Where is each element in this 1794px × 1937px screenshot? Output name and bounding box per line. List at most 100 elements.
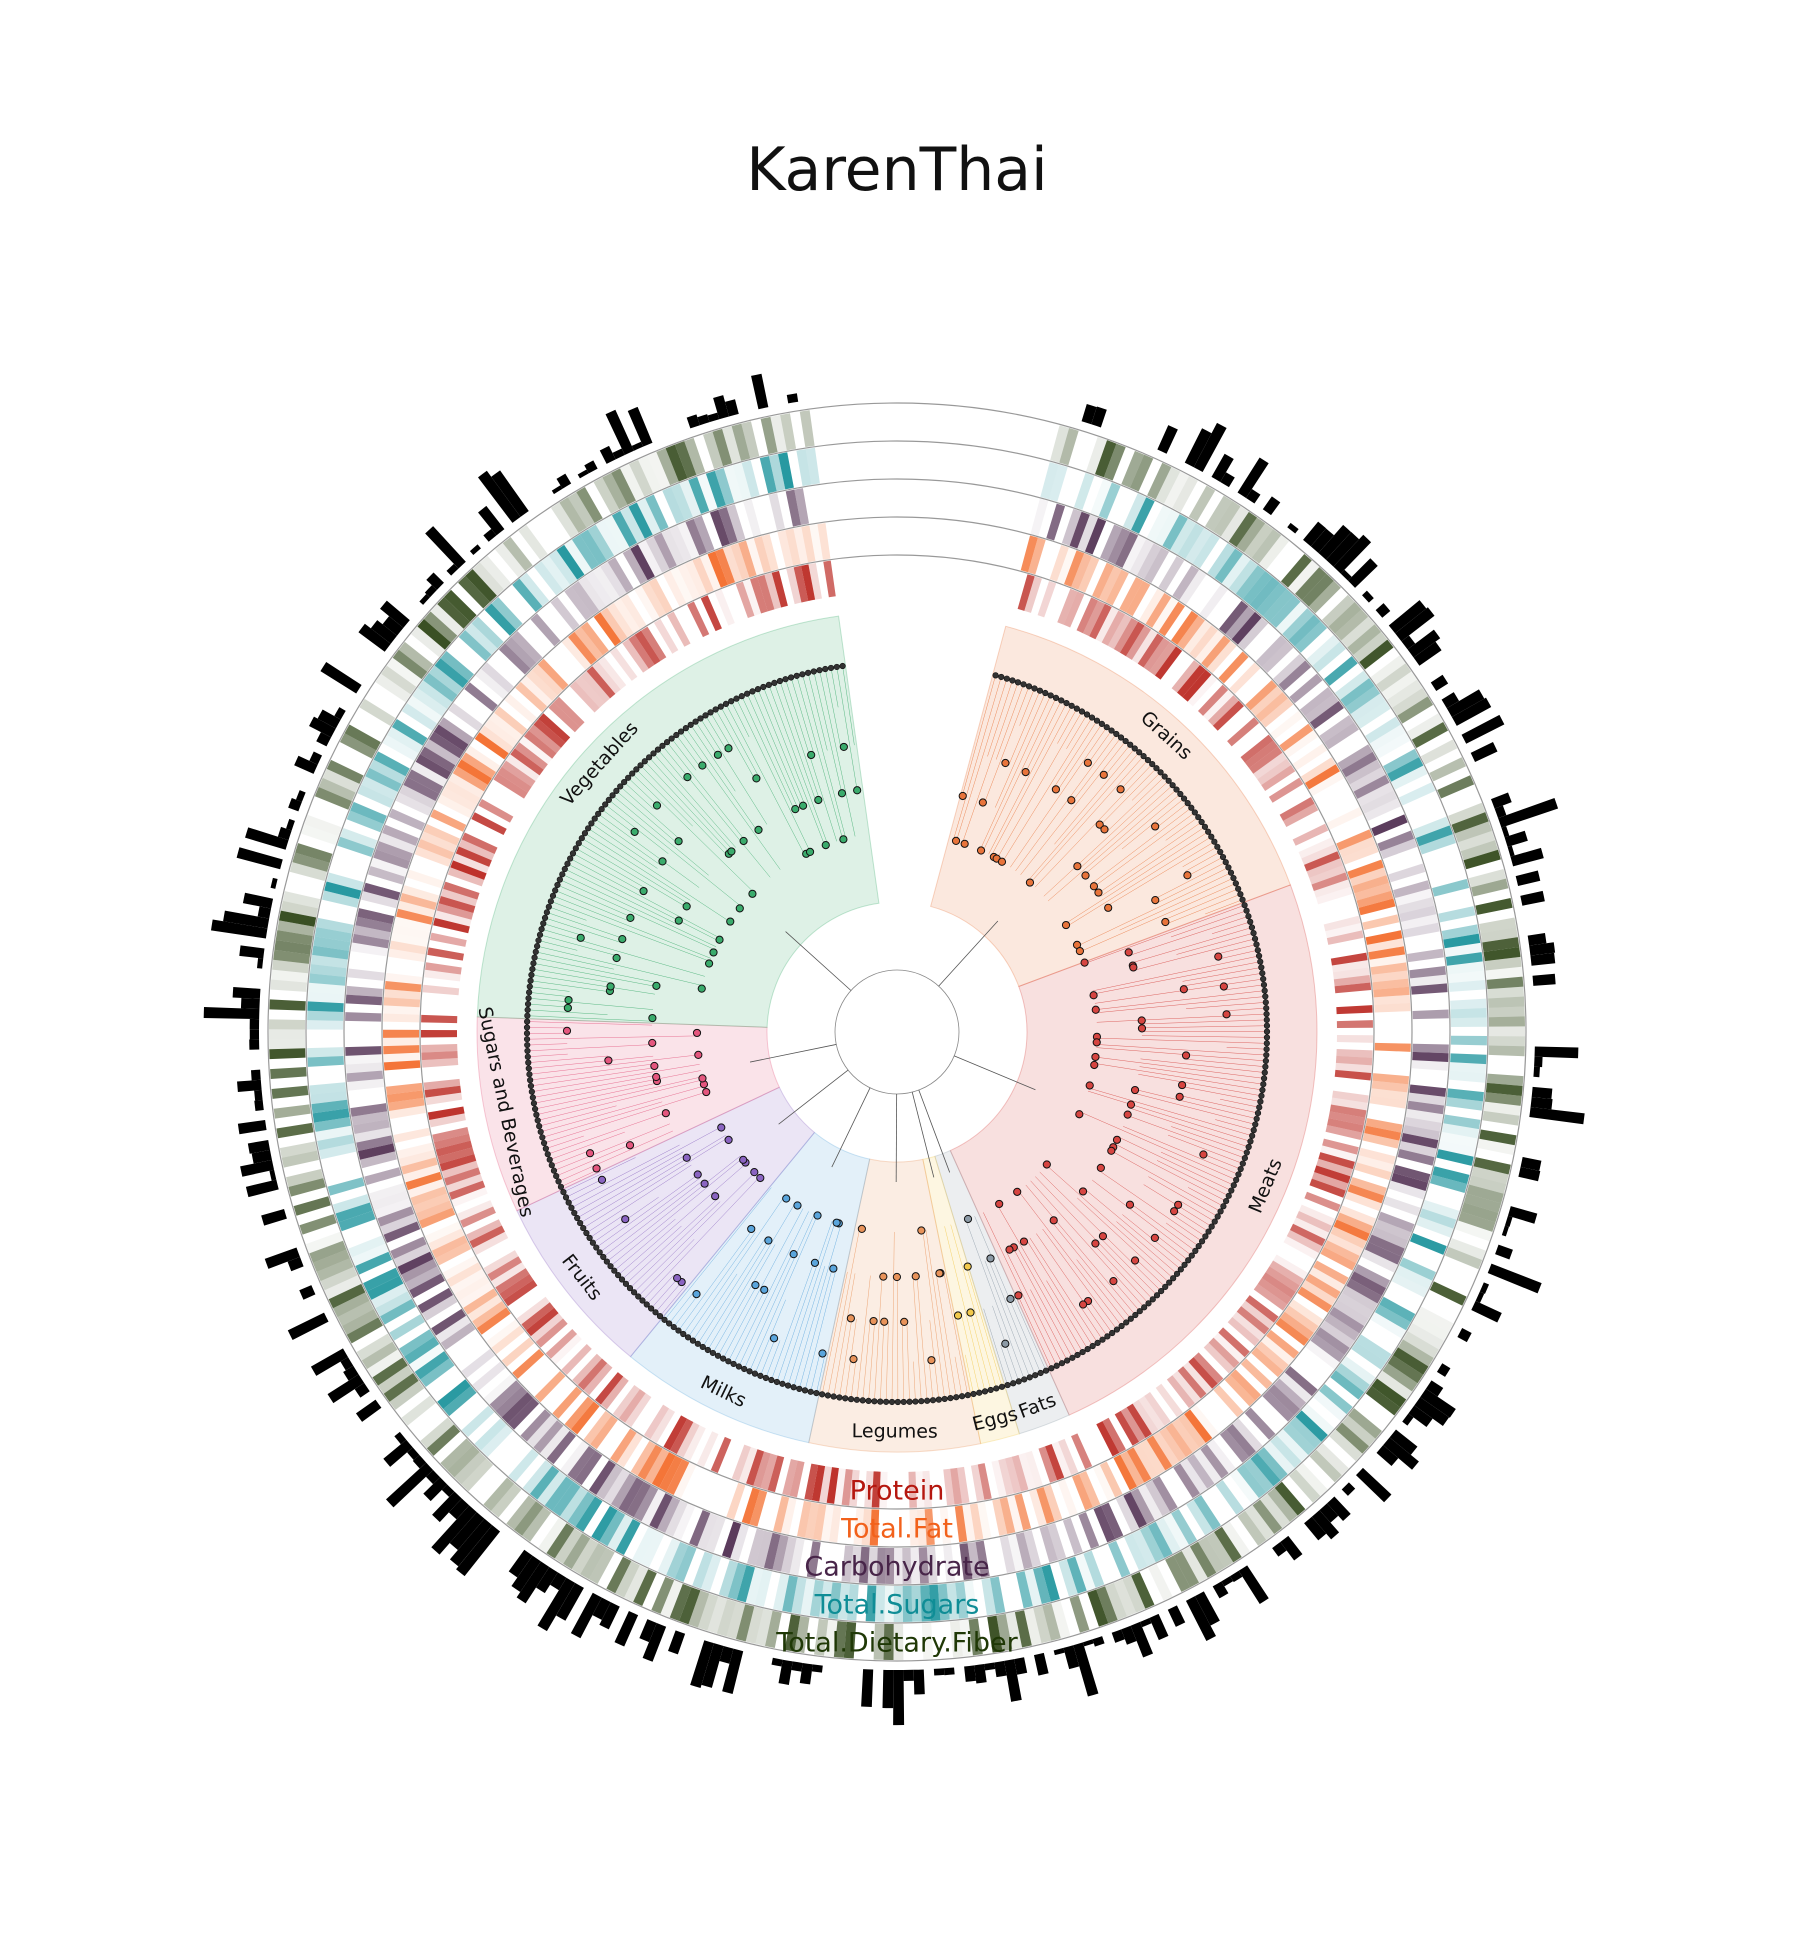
heat-cell-total-fat: [484, 719, 518, 748]
leaf-branch: [796, 675, 844, 840]
heat-cell-protein: [1329, 1104, 1367, 1118]
leaf-node: [1233, 1176, 1240, 1183]
leaf-node: [1153, 765, 1160, 772]
heat-cell-total-dietary-fiber: [722, 426, 742, 464]
heat-cell-total-sugars: [1154, 509, 1180, 546]
tree-node: [1129, 963, 1138, 972]
heat-cell-total-sugars: [1447, 961, 1484, 975]
heat-cell-total-dietary-fiber: [1463, 1193, 1502, 1213]
leaf-node: [1208, 1223, 1215, 1230]
outer-bar: [1530, 952, 1556, 966]
leaf-branch: [1057, 708, 1078, 744]
leaf-branch: [550, 901, 710, 962]
tree-node: [760, 1285, 769, 1294]
heat-cell-total-dietary-fiber: [309, 1240, 347, 1263]
heat-cell-total-dietary-fiber: [316, 1258, 354, 1282]
heat-cell-total-fat: [1358, 1147, 1396, 1165]
heat-cell-protein: [421, 1014, 458, 1024]
leaf-branch: [564, 868, 678, 925]
leaf-node: [730, 1360, 737, 1368]
heat-cell-total-dietary-fiber: [571, 1538, 599, 1575]
heat-cell-total-sugars: [946, 1582, 960, 1620]
heat-cell-carbohydrate: [355, 916, 393, 933]
outer-bar: [223, 910, 270, 929]
heat-cell-total-dietary-fiber: [1251, 529, 1282, 564]
heat-cell-protein: [643, 1404, 670, 1440]
tree-node: [1150, 1233, 1159, 1242]
heat-cell-total-fat: [425, 1221, 462, 1244]
leaf-branch: [1098, 1170, 1203, 1242]
outer-bar: [1311, 1510, 1340, 1540]
heat-cell-protein: [1114, 1410, 1140, 1446]
heat-cell-total-dietary-fiber: [760, 416, 778, 455]
leaf-node: [536, 1123, 543, 1130]
heat-cell-total-sugars: [1083, 1550, 1105, 1588]
heat-cell-protein: [471, 812, 507, 836]
heat-cell-carbohydrate: [574, 1450, 603, 1486]
leaf-node: [548, 1162, 555, 1169]
leaf-branch: [528, 1055, 654, 1069]
heat-cell-total-dietary-fiber: [1429, 757, 1466, 782]
leaf-node: [1177, 1266, 1184, 1273]
leaf-node: [635, 1293, 642, 1300]
outer-bar: [264, 1247, 300, 1269]
heat-cell-total-sugars: [1289, 1416, 1322, 1449]
heat-cell-protein: [1132, 1399, 1159, 1434]
outer-bar: [516, 1561, 550, 1604]
heat-cell-protein: [577, 1358, 608, 1391]
leaf-branch: [683, 1231, 756, 1335]
heat-cell-total-sugars: [1409, 1233, 1447, 1255]
heat-cell-carbohydrate: [1364, 798, 1401, 822]
heat-cell-carbohydrate: [440, 1322, 476, 1351]
outer-bar: [469, 544, 481, 555]
leaf-node: [1208, 833, 1215, 840]
heat-cell-total-sugars: [701, 1554, 722, 1592]
heat-cell-total-sugars: [371, 1283, 408, 1309]
heat-cell-carbohydrate: [1377, 1211, 1415, 1233]
heat-cell-total-sugars: [688, 476, 710, 514]
heat-cell-carbohydrate: [435, 1315, 471, 1343]
heat-cell-carbohydrate: [726, 504, 746, 542]
leaf-branch: [842, 665, 855, 746]
leaf-node: [1254, 1109, 1262, 1117]
heat-cell-carbohydrate: [1399, 1141, 1437, 1158]
leaf-node: [1113, 730, 1120, 738]
heat-cell-total-dietary-fiber: [1477, 1138, 1515, 1155]
heat-cell-carbohydrate: [433, 724, 469, 752]
heat-cell-protein: [753, 1451, 771, 1488]
heat-cell-protein: [460, 1206, 496, 1228]
heat-cell-total-dietary-fiber: [1488, 1006, 1525, 1018]
heat-cell-total-sugars: [1355, 701, 1391, 729]
tree-node: [1219, 982, 1228, 991]
leaf-node: [796, 1385, 803, 1392]
heat-cell-total-fat: [463, 1288, 498, 1315]
heat-cell-total-fat: [746, 538, 764, 576]
leaf-node: [1217, 1208, 1224, 1215]
heat-cell-carbohydrate: [785, 489, 801, 527]
tree-node: [1091, 1239, 1100, 1248]
heat-cell-total-fat: [417, 839, 454, 860]
heat-cell-carbohydrate: [1412, 1043, 1449, 1054]
leaf-node: [1211, 1218, 1218, 1225]
heat-cell-protein: [1332, 967, 1370, 980]
heat-cell-carbohydrate: [390, 1236, 427, 1259]
outer-bar: [1518, 1166, 1541, 1182]
heat-cell-protein: [612, 1384, 640, 1419]
outer-bar: [701, 1643, 724, 1688]
heat-cell-total-dietary-fiber: [440, 1438, 474, 1471]
heat-cell-total-sugars: [363, 1267, 400, 1292]
heat-cell-carbohydrate: [1237, 617, 1269, 651]
leaf-branch: [606, 1155, 741, 1262]
heat-cell-total-dietary-fiber: [1485, 966, 1523, 980]
heat-cell-total-dietary-fiber: [417, 618, 452, 650]
heat-cell-total-dietary-fiber: [1051, 1600, 1071, 1639]
heat-cell-protein: [1249, 746, 1283, 774]
outer-bar: [725, 399, 739, 417]
leaf-branch: [543, 923, 582, 936]
heat-cell-total-fat: [1362, 1133, 1400, 1149]
heat-cell-total-sugars: [1257, 1447, 1288, 1481]
heat-cell-total-sugars: [443, 1386, 477, 1417]
leaf-node: [1241, 1154, 1248, 1162]
heat-cell-total-sugars: [874, 1585, 886, 1622]
heat-cell-total-dietary-fiber: [289, 862, 328, 881]
